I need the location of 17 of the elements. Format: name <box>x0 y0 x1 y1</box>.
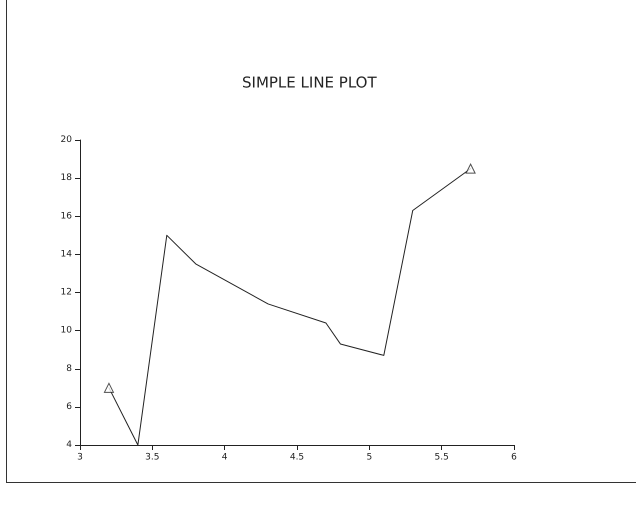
x-tick-label: 4 <box>222 452 228 462</box>
x-tick-label: 3.5 <box>145 452 160 462</box>
y-tick-label: 14 <box>60 249 72 260</box>
y-tick-label: 20 <box>60 135 72 145</box>
x-tick-label: 4.5 <box>290 452 304 462</box>
chart-title: SIMPLE LINE PLOT <box>242 74 378 92</box>
y-tick-label: 4 <box>66 440 72 450</box>
x-tick-label: 5 <box>366 452 372 462</box>
y-tick-label: 12 <box>60 288 72 298</box>
x-tick-label: 3 <box>77 452 83 462</box>
x-tick-label: 5.5 <box>434 452 449 462</box>
y-tick-label: 10 <box>60 326 72 336</box>
y-tick-label: 18 <box>60 173 72 184</box>
y-tick-label: 16 <box>60 211 72 222</box>
x-tick-label: 6 <box>511 452 518 462</box>
y-tick-label: 8 <box>66 364 72 374</box>
y-tick-label: 6 <box>66 402 72 412</box>
